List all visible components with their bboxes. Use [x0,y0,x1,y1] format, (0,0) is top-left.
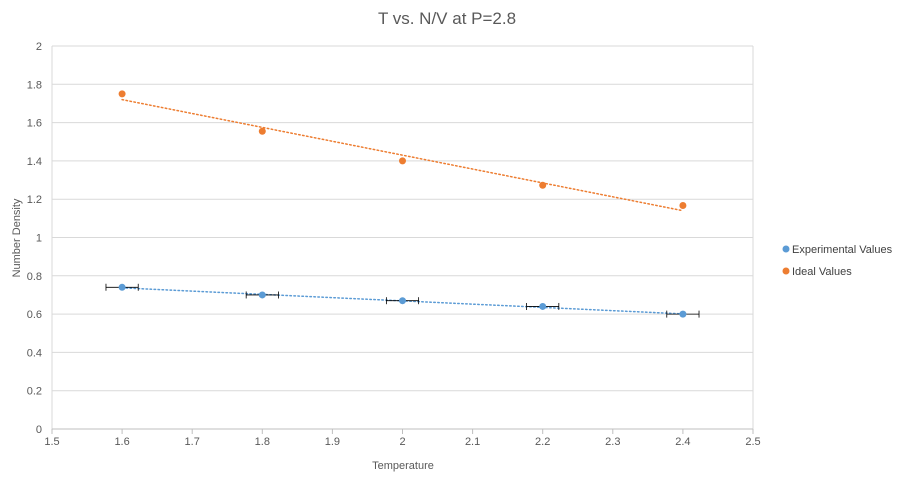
x-tick-label: 1.7 [185,436,200,448]
data-point [399,157,406,165]
series-ideal [118,90,687,212]
series-experimental [105,283,700,318]
y-tick-label: 1.8 [27,79,42,91]
legend-marker [782,267,790,275]
x-axis-title: Temperature [372,460,434,472]
y-tick-label: 0.6 [27,309,42,321]
y-tick-label: 1.4 [27,156,42,168]
trendline [121,98,684,212]
legend: Experimental Values Ideal Values [782,244,893,278]
x-tick-label: 2.2 [535,436,550,448]
x-tick-label: 1.5 [44,436,59,448]
y-tick-label: 0.4 [27,347,42,359]
y-tick-label: 1.2 [27,194,42,206]
data-point [258,291,266,299]
y-tick-label: 0 [36,424,42,436]
axes [51,46,754,434]
x-tick-label: 2.4 [675,436,690,448]
y-axis-title: Number Density [11,198,23,277]
x-tick-label: 2.3 [605,436,620,448]
y-tick-label: 0.8 [27,271,42,283]
data-point [258,127,266,135]
data-point [118,90,126,98]
legend-marker [782,245,790,253]
x-tick-labels: 1.5 1.6 1.7 1.8 1.9 2 2.1 2.2 2.3 2.4 2.5 [44,436,760,448]
legend-label: Experimental Values [792,244,893,256]
chart-title: T vs. N/V at P=2.8 [378,9,516,28]
data-point [679,310,687,318]
x-tick-label: 2.1 [465,436,480,448]
gridlines [52,45,753,392]
y-tick-label: 0.2 [27,386,42,398]
data-point [539,181,547,189]
x-tick-label: 2 [399,436,405,448]
data-point [679,202,687,210]
y-tick-label: 1.6 [27,118,42,130]
y-tick-label: 2 [36,41,42,53]
y-tick-labels: 0 0.2 0.4 0.6 0.8 1 1.2 1.4 1.6 1.8 2 [27,41,42,436]
data-point [399,297,406,305]
legend-label: Ideal Values [792,266,852,278]
x-tick-label: 1.6 [114,436,129,448]
x-tick-label: 1.9 [325,436,340,448]
series-layer [105,90,700,318]
data-point [118,283,126,291]
y-tick-label: 1 [36,233,42,245]
data-point [539,302,547,310]
x-tick-label: 2.5 [745,436,760,448]
x-tick-label: 1.8 [255,436,270,448]
